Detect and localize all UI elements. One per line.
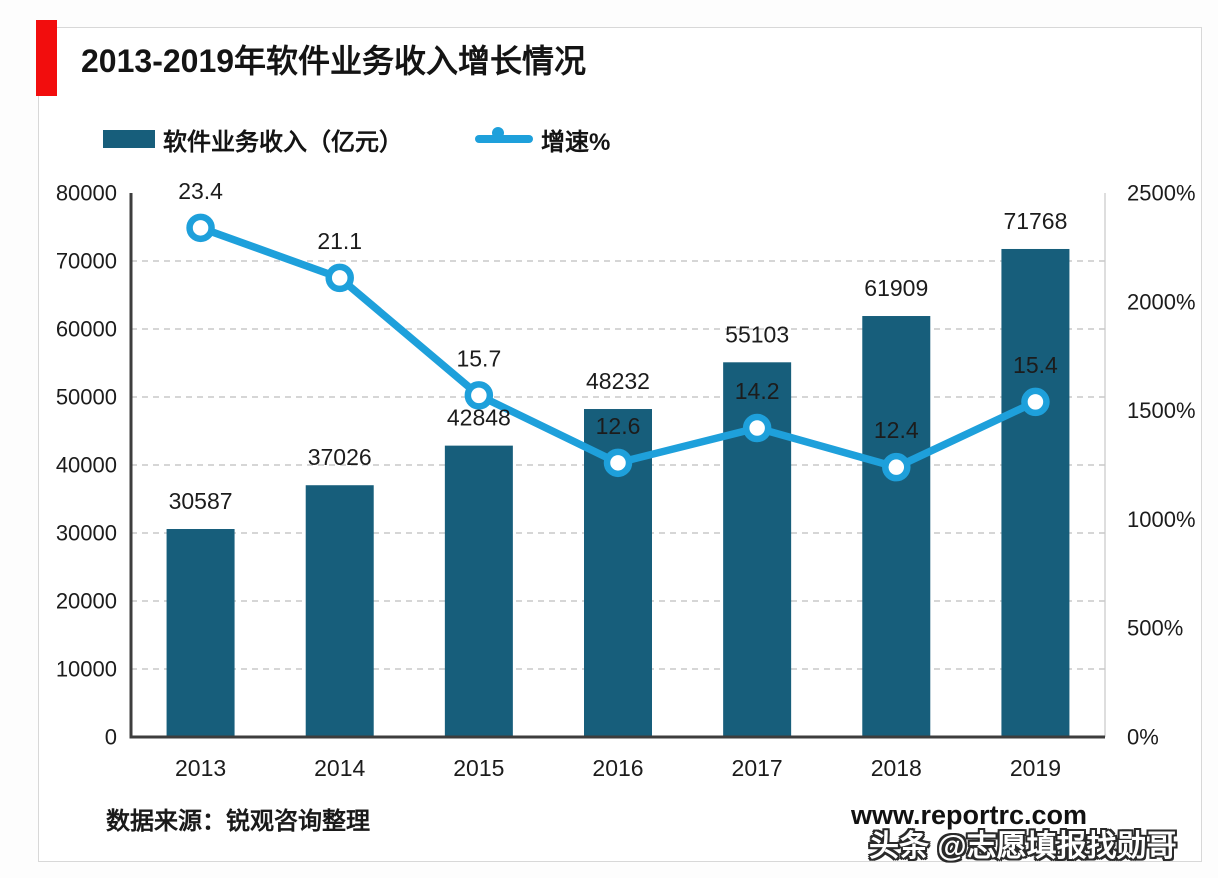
chart-canvas: 30587 37026 42848 48232 55103 61909 71768 23.4 2… [56,178,1196,781]
legend-item-growth: 增速% [475,122,610,157]
left-axis-tick: 10000 [56,657,117,682]
growth-marker-2019 [1021,387,1050,417]
bar-2015 [444,445,513,737]
left-axis-tick: 0 [105,725,117,750]
growth-value-label: 21.1 [317,228,362,254]
line-series-label: 增速% [541,128,611,156]
bar-value-label: 42848 [447,405,511,431]
bar-value-label: 55103 [725,321,789,347]
growth-value-label: 14.2 [735,378,780,404]
bar-value-label: 37026 [308,444,372,470]
bar-series-swatch [103,130,155,148]
bar-2014 [305,485,374,737]
right-axis-tick: 2500% [1127,181,1196,206]
right-axis-tick: 1000% [1127,507,1196,532]
growth-marker-2017 [742,413,772,443]
growth-marker-2016 [603,448,633,478]
growth-marker-2014 [325,263,354,293]
website-url: www.reportrc.com [851,800,1088,830]
red-accent-bar [36,20,57,96]
line-marker-icon [492,127,504,139]
growth-marker-2013 [186,213,215,243]
x-axis-label-2015: 2015 [453,755,504,781]
growth-marker-2015 [464,381,494,410]
left-axis-tick: 80000 [56,181,117,206]
x-axis-label-2017: 2017 [732,755,783,781]
chart-card: 2013-2019年软件业务收入增长情况 软件业务收入（亿元） 增速% 3058… [38,27,1202,863]
line-segment-icon [475,135,533,143]
left-axis-tick: 30000 [56,521,117,546]
line-series-swatch [475,126,533,152]
bar-2013 [166,529,235,737]
growth-value-label: 15.4 [1013,352,1058,378]
chart-title: 2013-2019年软件业务收入增长情况 [81,43,587,79]
bar-series-label: 软件业务收入（亿元） [163,128,403,156]
growth-value-label: 12.4 [874,417,919,443]
growth-value-label: 15.7 [456,345,501,371]
x-axis-label-2013: 2013 [175,755,226,781]
bar-2019 [1001,248,1070,737]
growth-value-label: 12.6 [596,413,641,439]
legend: 软件业务收入（亿元） 增速% [103,122,610,156]
legend-item-revenue: 软件业务收入（亿元） [103,122,403,157]
x-axis-label-2016: 2016 [592,755,643,781]
left-axis-tick: 60000 [56,317,117,342]
watermark-text: 头条 @志愿填报找勋哥 [869,830,1177,863]
growth-value-label: 23.4 [178,178,223,204]
data-source-note: 数据来源：锐观咨询整理 [106,808,370,835]
left-axis-tick: 40000 [56,453,117,478]
right-axis-tick: 500% [1127,616,1183,641]
growth-marker-2018 [882,452,911,482]
bar-value-label: 61909 [864,275,928,301]
left-axis-tick: 50000 [56,385,117,410]
bar-value-label: 48232 [586,368,650,394]
bar-value-label: 71768 [1003,208,1067,234]
bar-value-label: 30587 [169,488,233,514]
x-axis-label-2019: 2019 [1010,755,1061,781]
right-axis-tick: 0% [1127,725,1159,750]
left-axis-tick: 20000 [56,589,117,614]
x-axis-label-2014: 2014 [314,755,365,781]
bar-2018 [862,316,931,737]
x-axis-label-2018: 2018 [871,755,922,781]
right-axis-tick: 1500% [1127,398,1196,423]
right-axis-tick: 2000% [1127,289,1196,314]
left-axis-tick: 70000 [56,249,117,274]
